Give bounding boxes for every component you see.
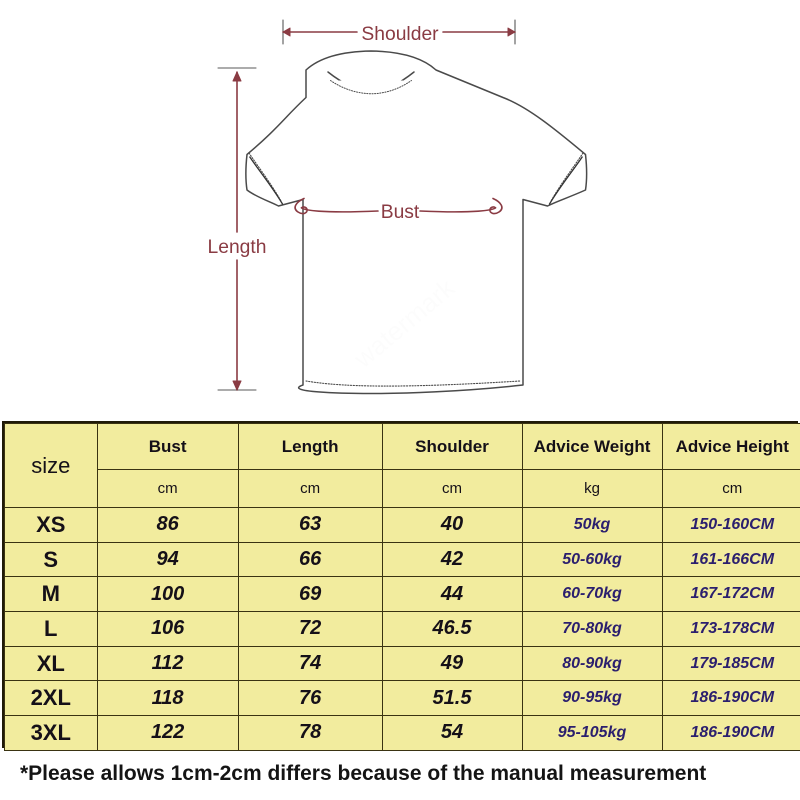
- svg-text:Length: Length: [208, 237, 267, 258]
- svg-text:Shoulder: Shoulder: [361, 24, 439, 45]
- svg-text:Bust: Bust: [381, 202, 420, 223]
